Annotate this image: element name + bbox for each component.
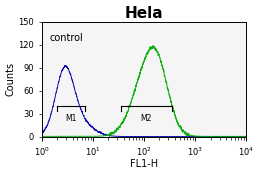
Text: control: control — [50, 33, 84, 43]
Text: M2: M2 — [141, 114, 152, 123]
Title: Hela: Hela — [125, 6, 163, 20]
X-axis label: FL1-H: FL1-H — [130, 159, 158, 169]
Text: M1: M1 — [65, 114, 77, 123]
Y-axis label: Counts: Counts — [5, 62, 16, 96]
